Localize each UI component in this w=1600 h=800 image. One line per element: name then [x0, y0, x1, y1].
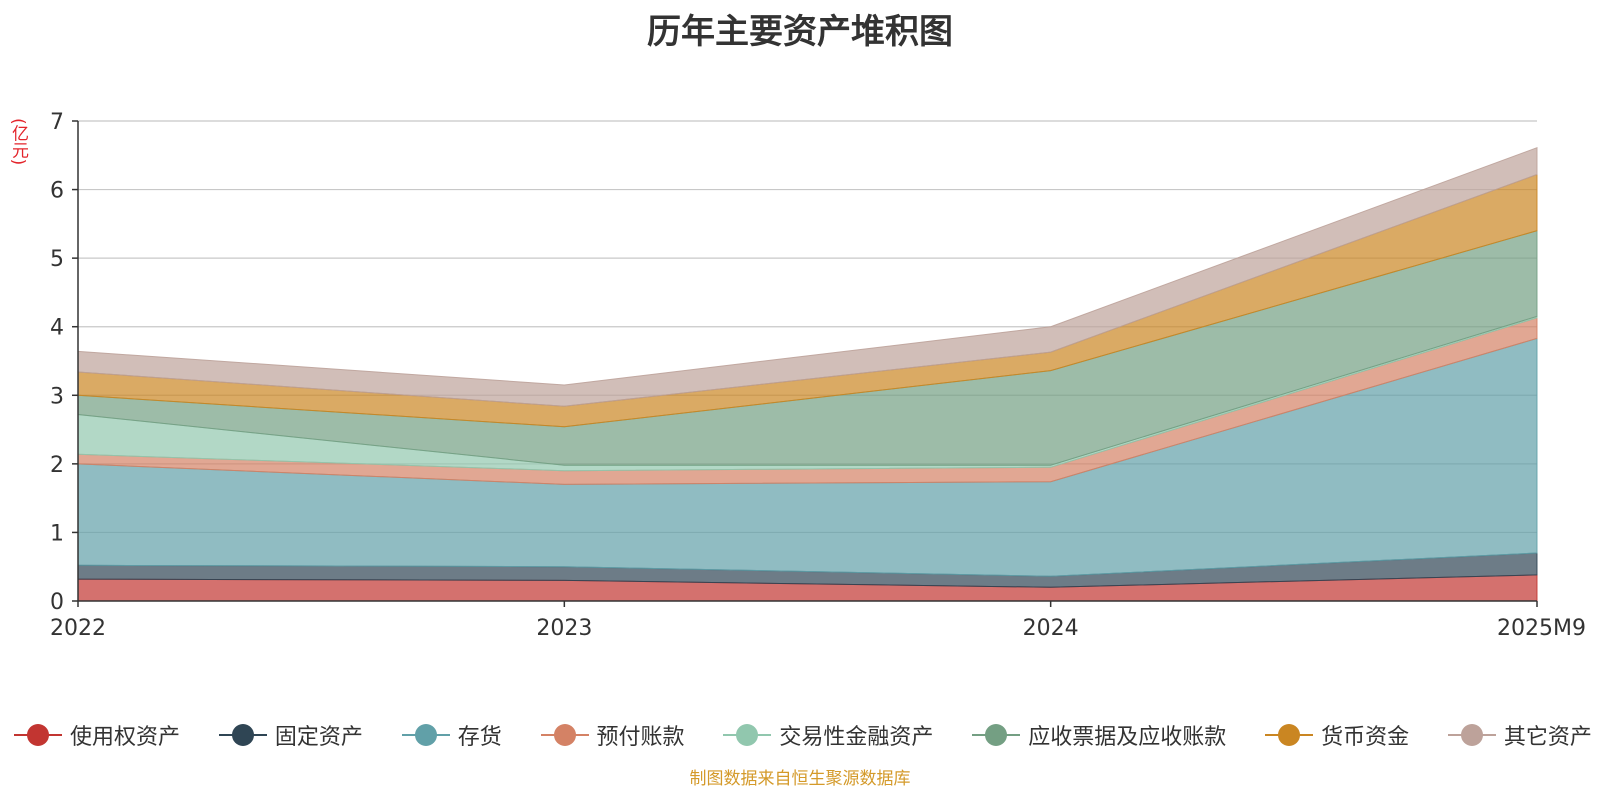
- legend-item[interactable]: 使用权资产: [14, 719, 180, 751]
- legend-item[interactable]: 预付账款: [540, 719, 685, 751]
- legend-item[interactable]: 固定资产: [218, 719, 363, 751]
- chart-title: 历年主要资产堆积图: [647, 12, 953, 52]
- y-tick-label: 4: [50, 316, 64, 341]
- legend-label: 其它资产: [1503, 725, 1592, 750]
- legend-marker-icon: [218, 722, 267, 748]
- y-tick-label: 1: [50, 521, 64, 546]
- legend-item[interactable]: 存货: [401, 719, 502, 751]
- x-tick-label: 2025M9: [1497, 616, 1586, 641]
- area-series-7: [77, 146, 1538, 407]
- y-axis-unit-label: (亿元): [8, 118, 28, 166]
- legend-item[interactable]: 交易性金融资产: [723, 719, 933, 751]
- legend-item[interactable]: 应收票据及应收账款: [972, 719, 1226, 751]
- legend-marker-icon: [972, 722, 1021, 748]
- area-series: [77, 146, 1538, 602]
- x-tick-label: 2024: [1023, 616, 1079, 641]
- legend-marker-icon: [14, 722, 62, 748]
- y-tick-label: 5: [50, 247, 64, 272]
- y-tick-label: 6: [50, 179, 64, 204]
- legend-label: 货币资金: [1321, 725, 1410, 750]
- x-tick-label: 2022: [50, 616, 106, 641]
- legend-marker-icon: [723, 722, 772, 748]
- legend-item[interactable]: 其它资产: [1447, 719, 1592, 751]
- axes: 0 1 2 3 4 5 6 7 2022 2023 2024 2025M9: [50, 110, 1586, 641]
- legend-marker-icon: [1447, 722, 1496, 748]
- y-tick-label: 3: [50, 384, 64, 409]
- data-source-note: 制图数据来自恒生聚源数据库: [689, 769, 911, 789]
- legend-label: 固定资产: [274, 725, 363, 750]
- y-tick-label: 7: [50, 110, 64, 135]
- legend-label: 存货: [457, 725, 502, 750]
- legend-label: 交易性金融资产: [779, 725, 934, 750]
- legend-label: 预付账款: [596, 725, 685, 750]
- legend: 使用权资产 固定资产 存货 预付账款 交易性金融资产 应收票据及应收账款 货币资金 其它资产: [14, 718, 1592, 752]
- legend-marker-icon: [401, 722, 450, 748]
- y-tick-label: 0: [50, 590, 64, 615]
- x-tick-label: 2023: [536, 616, 592, 641]
- y-tick-label: 2: [50, 453, 64, 478]
- legend-item[interactable]: 货币资金: [1265, 719, 1409, 751]
- legend-label: 应收票据及应收账款: [1028, 725, 1227, 750]
- legend-marker-icon: [540, 722, 589, 748]
- legend-marker-icon: [1265, 722, 1314, 748]
- legend-label: 使用权资产: [70, 725, 181, 750]
